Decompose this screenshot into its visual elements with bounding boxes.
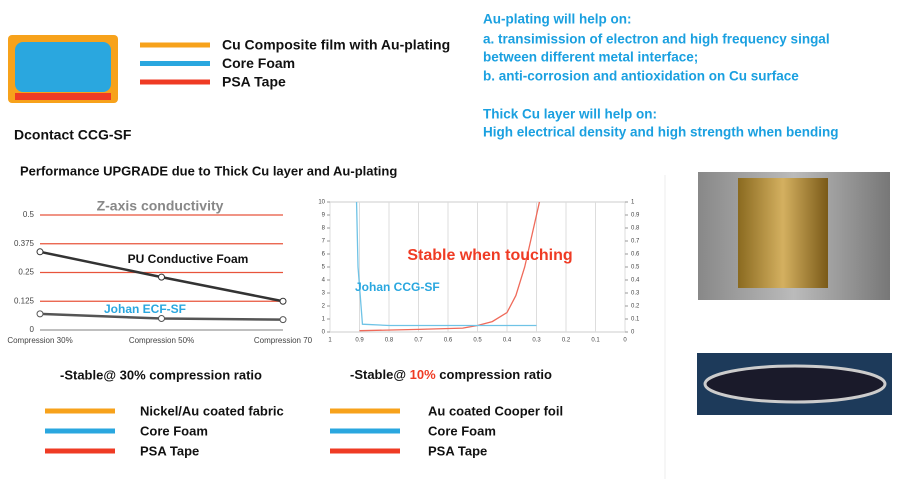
y-tick-label: 3 xyxy=(322,291,326,297)
chart-title: Stable when touching xyxy=(407,247,572,264)
series-label: PU Conductive Foam xyxy=(128,252,249,266)
note: b. anti-corrosion and antioxidation on C… xyxy=(483,69,799,84)
x-tick-label: 0.2 xyxy=(562,338,571,344)
y2-tick-label: 0.5 xyxy=(631,265,640,271)
x-tick-label: 0.5 xyxy=(473,338,482,344)
layer-icon-psa xyxy=(15,93,111,100)
y-tick-label: 9 xyxy=(322,213,326,219)
y-tick-label: 0.25 xyxy=(18,268,34,277)
x-tick-label: Compression 30% xyxy=(7,336,72,345)
x-tick-label: 1 xyxy=(328,338,332,344)
legend-label: Core Foam xyxy=(222,55,295,71)
y2-tick-label: 1 xyxy=(631,200,635,206)
section-title: Performance UPGRADE due to Thick Cu laye… xyxy=(20,163,397,178)
y2-tick-label: 0.3 xyxy=(631,291,640,297)
series-label: Johan ECF-SF xyxy=(104,302,186,316)
y-tick-label: 1 xyxy=(322,317,326,323)
y2-tick-label: 0.6 xyxy=(631,252,640,258)
caption-part: -Stable@ xyxy=(350,367,410,382)
x-tick-label: 0 xyxy=(623,338,627,344)
product-name: Dcontact CCG-SF xyxy=(14,127,132,143)
point xyxy=(158,315,165,322)
y-tick-label: 0 xyxy=(30,325,35,334)
x-tick-label: 0.9 xyxy=(355,338,364,344)
y-tick-label: 0.125 xyxy=(14,296,35,305)
photo-foil-strip xyxy=(738,178,828,288)
legend-label: Core Foam xyxy=(140,423,208,438)
legend-label: Nickel/Au coated fabric xyxy=(140,403,284,418)
legend-label: PSA Tape xyxy=(222,74,286,90)
y2-tick-label: 0 xyxy=(631,330,635,336)
series-line xyxy=(355,201,537,327)
y-tick-label: 0 xyxy=(322,330,326,336)
legend-label: PSA Tape xyxy=(428,443,487,458)
layer-icon-foam xyxy=(15,42,111,92)
y-tick-label: 8 xyxy=(322,226,326,232)
note: High electrical density and high strengt… xyxy=(483,125,839,140)
series-line xyxy=(359,201,541,332)
y-tick-label: 10 xyxy=(318,200,325,206)
y2-tick-label: 0.2 xyxy=(631,304,640,310)
point xyxy=(279,316,287,324)
x-tick-label: 0.3 xyxy=(532,338,541,344)
x-tick-label: 0.6 xyxy=(444,338,453,344)
y-tick-label: 5 xyxy=(322,265,326,271)
y2-tick-label: 0.7 xyxy=(631,239,640,245)
y2-tick-label: 0.9 xyxy=(631,213,640,219)
point xyxy=(279,297,287,305)
legend-label: Au coated Cooper foil xyxy=(428,403,563,418)
caption-part: 10% xyxy=(410,367,436,382)
legend-label: PSA Tape xyxy=(140,443,199,458)
y-tick-label: 2 xyxy=(322,304,326,310)
point xyxy=(158,273,165,281)
note: a. transimission of electron and high fr… xyxy=(483,32,830,47)
caption: -Stable@ 10% compression ratio xyxy=(350,367,552,382)
point xyxy=(36,310,44,318)
x-tick-label: 0.7 xyxy=(414,338,423,344)
x-tick-label: 0.1 xyxy=(591,338,600,344)
y2-tick-label: 0.8 xyxy=(631,226,640,232)
note: Au-plating will help on: xyxy=(483,12,631,27)
y-tick-label: 4 xyxy=(322,278,326,284)
y-tick-label: 6 xyxy=(322,252,326,258)
y-tick-label: 0.5 xyxy=(23,210,35,219)
legend-label: Core Foam xyxy=(428,423,496,438)
legend-label: Cu Composite film with Au-plating xyxy=(222,37,450,53)
y-tick-label: 0.375 xyxy=(14,239,35,248)
note: Thick Cu layer will help on: xyxy=(483,107,657,122)
photo-ellipse xyxy=(703,364,887,404)
caption-part: compression ratio xyxy=(436,367,552,382)
x-tick-label: 0.8 xyxy=(385,338,394,344)
y2-tick-label: 0.1 xyxy=(631,317,640,323)
x-tick-label: 0.4 xyxy=(503,338,512,344)
y-tick-label: 7 xyxy=(322,239,326,245)
x-tick-label: Compression 50% xyxy=(129,336,194,345)
caption: -Stable@ 30% compression ratio xyxy=(60,367,262,382)
series-label: Johan CCG-SF xyxy=(355,280,440,294)
x-tick-label: Compression 70 xyxy=(254,336,313,345)
note: between different metal interface; xyxy=(483,50,698,65)
chart-title: Z-axis conductivity xyxy=(97,198,224,214)
point xyxy=(36,248,44,256)
y2-tick-label: 0.4 xyxy=(631,278,640,284)
